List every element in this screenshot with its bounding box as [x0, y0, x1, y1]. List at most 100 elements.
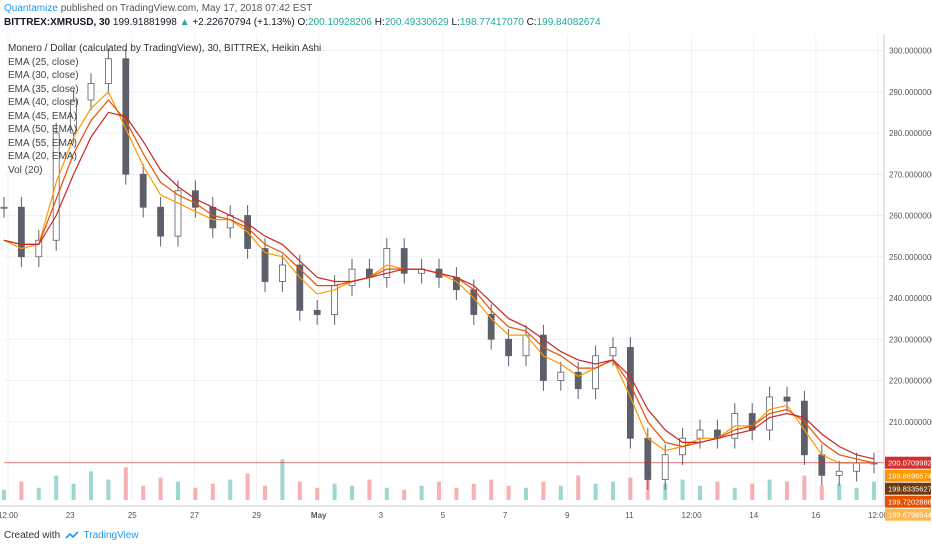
symbol-ohlc-line: BITTREX:XMRUSD, 30 199.91881998 ▲ +2.226… — [4, 17, 601, 31]
candle-body — [17, 206, 25, 258]
candle-body — [609, 347, 617, 357]
price-tag — [885, 508, 931, 521]
volume-bar — [315, 487, 320, 500]
candle-body — [70, 99, 77, 134]
legend-item-ema-20[interactable]: EMA (20, EMA) — [8, 151, 77, 162]
price-tag-label: 199.86965740 — [888, 472, 932, 481]
volume-bar — [2, 489, 6, 500]
volume-bar — [837, 483, 842, 500]
tradingview-link[interactable]: TradingView — [83, 530, 139, 541]
candle-body — [400, 248, 408, 274]
x-tick-label: 29 — [252, 511, 261, 520]
volume-bar — [663, 483, 668, 500]
volume-bar — [767, 479, 772, 500]
volume-bar — [350, 485, 354, 500]
y-tick-label: 250.00000000 — [889, 253, 932, 262]
candle-body — [801, 400, 808, 456]
x-tick-label: 3 — [379, 511, 384, 520]
candle-body — [157, 206, 165, 237]
x-tick-label: 27 — [190, 511, 199, 520]
volume-bar — [715, 481, 720, 500]
close-label: C: — [526, 17, 537, 28]
tradingview-logo-icon — [65, 531, 79, 539]
footer: Created with TradingView — [4, 530, 139, 541]
x-tick-label: 23 — [66, 511, 75, 520]
x-tick-label: 12:00 — [0, 511, 19, 520]
volume-bar — [872, 481, 876, 500]
volume-bar — [680, 479, 685, 500]
ema-line — [3, 111, 875, 460]
price-tag-label: 200.07099822 — [888, 459, 932, 468]
price-tag — [885, 495, 931, 508]
legend-item-ema-50[interactable]: EMA (50, EMA) — [8, 124, 77, 135]
volume-bar — [210, 483, 215, 500]
x-tick-label: 5 — [441, 511, 446, 520]
candle-body — [313, 309, 321, 315]
legend-item-ema-45[interactable]: EMA (45, EMA) — [8, 110, 77, 122]
volume-bar — [263, 485, 267, 500]
candle-body — [52, 132, 60, 241]
volume-bar — [419, 485, 424, 500]
price-change: +2.22670794 (+1.13%) — [192, 17, 295, 28]
y-tick-label: 260.00000000 — [889, 212, 932, 221]
legend-item-ema-55[interactable]: EMA (55, EMA) — [8, 137, 77, 149]
candle-body — [278, 264, 286, 282]
published-info: published on TradingView.com, May 17, 20… — [60, 3, 313, 14]
candle-body — [748, 413, 756, 431]
indicator-legend: Monero / Dollar (calculated by TradingVi… — [8, 42, 321, 177]
candle-body — [470, 289, 478, 315]
candle-body — [383, 248, 391, 278]
candle-body — [348, 268, 356, 287]
x-tick-label: 16 — [811, 511, 820, 520]
author-link[interactable]: Quantamize — [4, 3, 58, 14]
y-tick-label: 210.00000000 — [889, 418, 932, 427]
y-tick-label: 280.00000000 — [889, 129, 932, 138]
legend-item-volume[interactable]: Vol (20) — [8, 164, 43, 176]
volume-bar — [785, 481, 789, 500]
chart-area[interactable]: 300.00000000 290.00000000 280.00000000 270.… — [0, 32, 932, 522]
volume-bar — [245, 473, 250, 500]
candle-body — [139, 173, 147, 208]
x-tick-label: 11 — [625, 511, 634, 520]
legend-item-ema-35[interactable]: EMA (35, close) — [8, 83, 79, 95]
x-tick-label: 14 — [749, 511, 758, 520]
candle-body — [209, 206, 217, 229]
candle-body — [574, 371, 582, 390]
y-tick-label: 290.00000000 — [889, 88, 932, 97]
candle-body — [487, 314, 495, 340]
volume-bar — [332, 483, 337, 500]
volume-bar — [698, 485, 702, 500]
candle-body — [627, 347, 634, 439]
volume-bar — [402, 489, 407, 500]
candle-body — [557, 371, 565, 381]
legend-item-ema-40[interactable]: EMA (40, close) — [8, 97, 79, 108]
x-tick-label: 7 — [503, 511, 508, 520]
volume-bar — [36, 487, 41, 500]
volume-bar — [123, 467, 128, 500]
volume-bar — [611, 481, 615, 500]
chart-header-published: Quantamize published on TradingView.com,… — [4, 3, 312, 17]
volume-bar — [471, 483, 476, 500]
volume-bar — [106, 479, 111, 500]
open-value: 200.10928206 — [308, 17, 372, 28]
volume-bar — [437, 481, 441, 500]
candle-body — [296, 264, 304, 311]
candle-body — [644, 437, 652, 480]
price-tag-label: 199.83356278 — [888, 485, 932, 494]
legend-item-ema-30[interactable]: EMA (30, close) — [8, 70, 79, 81]
volume-bar — [193, 487, 198, 500]
volume-bar — [628, 477, 633, 500]
candle-body — [105, 58, 112, 84]
legend-item-ema-25[interactable]: EMA (25, close) — [8, 56, 79, 68]
volume-bar — [384, 487, 389, 500]
volume-bar — [19, 481, 24, 500]
candle-body — [818, 454, 826, 476]
candle-body — [783, 396, 791, 402]
x-tick-label: 12:00 — [868, 511, 889, 520]
y-tick-label: 240.00000000 — [889, 294, 932, 303]
y-tick-label: 220.00000000 — [889, 377, 932, 386]
price-tag — [885, 469, 931, 482]
volume-bar — [367, 479, 372, 500]
price-chart[interactable]: 300.00000000 290.00000000 280.00000000 270.… — [0, 32, 932, 522]
x-tick-label: May — [311, 511, 327, 520]
